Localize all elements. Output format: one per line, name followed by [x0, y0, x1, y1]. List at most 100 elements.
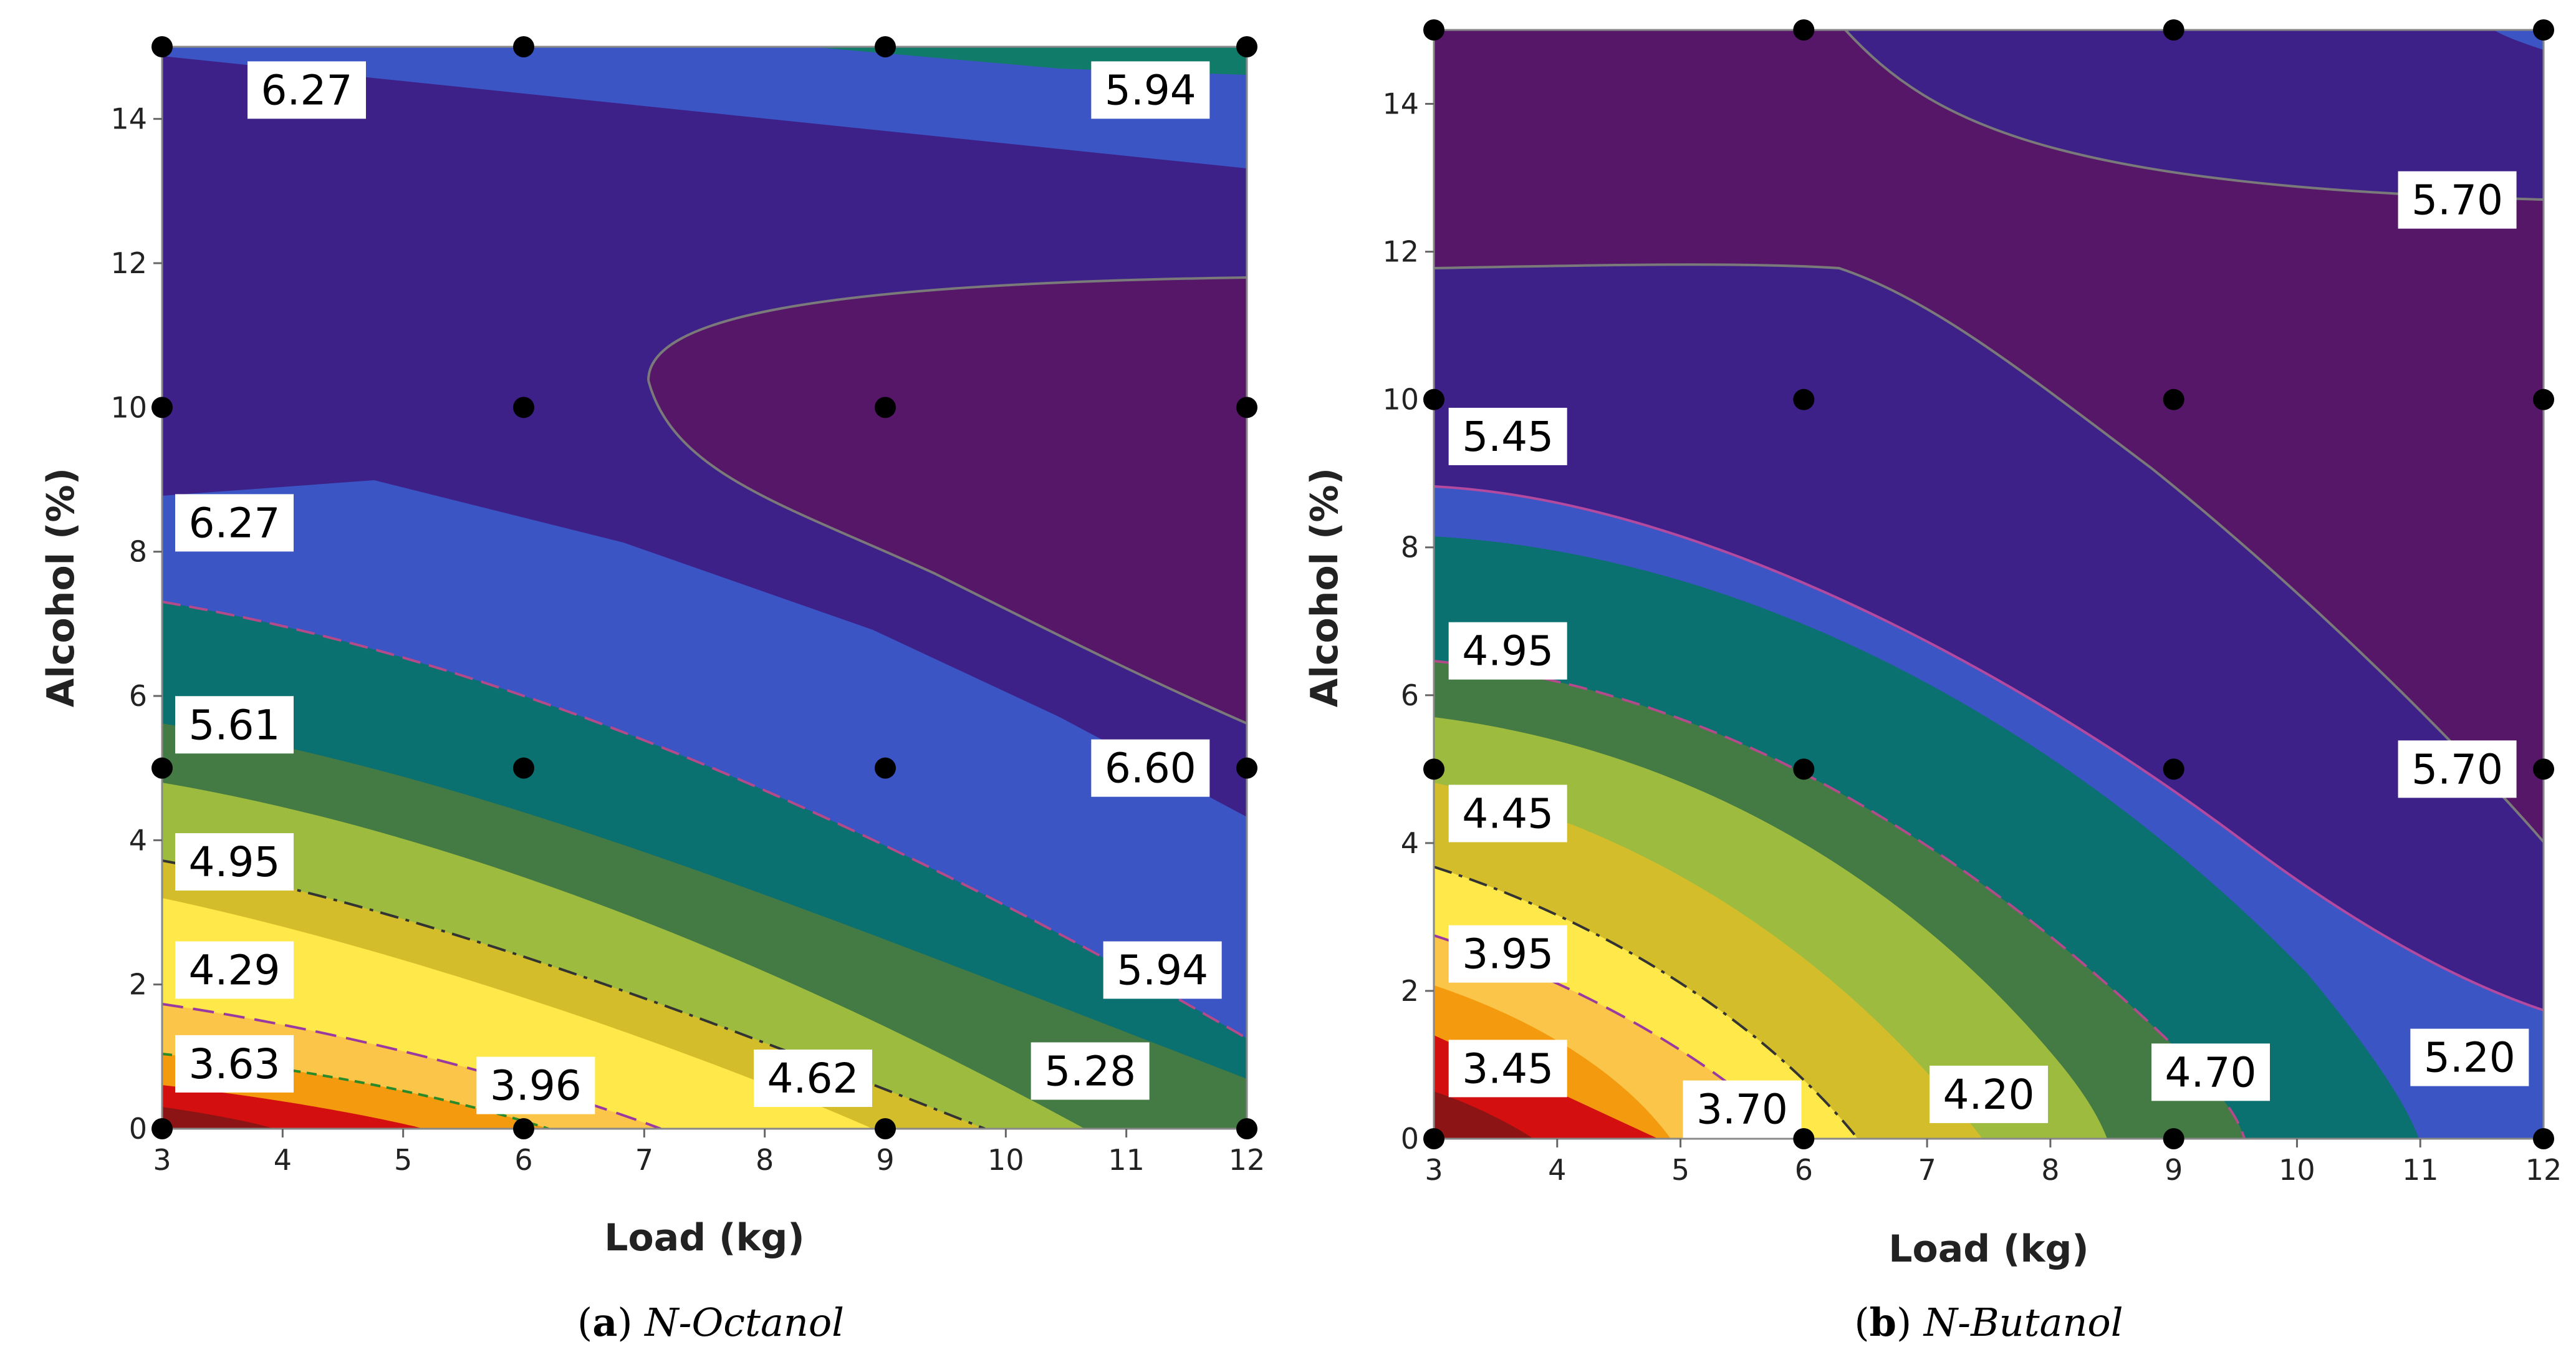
panel-a-contour-line — [162, 601, 1247, 1040]
panel-b-contour-fill — [1434, 30, 2544, 1139]
panel-a-contour-label-text: 4.29 — [189, 947, 281, 995]
panel-b-contour-label-box — [2398, 740, 2517, 798]
panel-b-contour-label-text: 5.20 — [2424, 1034, 2516, 1082]
panel-b-contour-label: 5.70 — [2398, 171, 2517, 229]
panel-b-contour-label-box — [1930, 1065, 2048, 1123]
panel-a-plot-frame — [161, 46, 1248, 1130]
panel-b-contour-labels: 5.70 5.45 4.95 5.70 4.45 3.95 5.20 3.45 4.70 4.20… — [1448, 171, 2529, 1138]
panel-a-design-point — [875, 1118, 896, 1139]
panel-b-contour-label-box — [1448, 785, 1567, 843]
panel-a-contour-label-text: 5.61 — [189, 701, 281, 749]
panel-b-y-tick-label: 12 — [1382, 235, 1419, 269]
panel-b-caption-letter: b — [1870, 1300, 1896, 1345]
panel-a-x-axis-title: Load (kg) — [604, 1216, 804, 1260]
panel-b-contour-label: 5.20 — [2410, 1028, 2529, 1086]
panel-b-contour-label: 3.95 — [1448, 925, 1567, 983]
panel-b-contour-label: 4.95 — [1448, 622, 1567, 680]
panel-a-design-point — [875, 757, 896, 779]
panel-a-contour-label: 6.60 — [1091, 739, 1210, 797]
panel-b-contour-label-text: 4.45 — [1462, 790, 1554, 838]
panel-b-contour-label-text: 5.70 — [2411, 745, 2503, 793]
panel-a-x-tick-label: 9 — [876, 1143, 894, 1177]
panel-a-contour-label-text: 6.60 — [1105, 745, 1196, 793]
panel-a-contour-label: 3.63 — [175, 1035, 294, 1093]
panel-b-caption: (b) N-Butanol — [1854, 1300, 2123, 1345]
panel-a-y-tick-label: 6 — [129, 679, 147, 713]
panel-a-design-point — [875, 397, 896, 418]
panel-a-design-points — [151, 36, 1257, 1139]
panel-a: 0 2 4 6 8 10 12 14 3 4 5 6 7 8 9 10 11 12 6.27 5.94 6.27 5.… — [39, 36, 1265, 1345]
panel-b-contour-label-box — [2410, 1028, 2529, 1086]
panel-a-contour-label-box — [248, 61, 366, 119]
panel-a-x-tick-label: 11 — [1108, 1143, 1145, 1177]
panel-a-caption-letter: a — [592, 1300, 617, 1345]
panel-a-design-point — [1236, 36, 1257, 57]
panel-b-contour-line — [1434, 263, 2544, 843]
panel-b-band-min — [1434, 1091, 1534, 1139]
panel-a-contour-label-box — [175, 696, 294, 754]
panel-a-caption: (a) N-Octanol — [577, 1300, 844, 1345]
panel-b-y-tick-label: 6 — [1401, 678, 1419, 712]
panel-b-x-tick-label: 5 — [1671, 1153, 1689, 1187]
panel-b-band-max-upper — [1434, 30, 2544, 842]
panel-a-design-point — [513, 36, 534, 57]
panel-a-y-tick-label: 0 — [129, 1112, 147, 1146]
panel-a-contour-label: 4.29 — [175, 941, 294, 999]
panel-a-y-tick-label: 14 — [110, 102, 147, 136]
panel-a-design-point — [1236, 1118, 1257, 1139]
panel-b-design-point — [2163, 389, 2184, 410]
panel-b-contour-label-box — [2398, 171, 2517, 229]
panel-b-design-point — [2163, 1128, 2184, 1149]
panel-b-contour-label-box — [1448, 622, 1567, 680]
panel-b-x-tick-label: 4 — [1548, 1153, 1566, 1187]
panel-b-y-tick-label: 8 — [1401, 531, 1419, 564]
panel-b-contour-label-text: 3.95 — [1462, 930, 1554, 978]
panel-a-contour-label-box — [476, 1056, 595, 1114]
panel-b-y-tick-label: 2 — [1401, 974, 1419, 1008]
panel-a-contour-label-text: 4.62 — [767, 1055, 859, 1103]
panel-a-x-tick-label: 4 — [274, 1143, 292, 1177]
panel-a-x-tick-label: 12 — [1229, 1143, 1266, 1177]
panel-b-plot-frame — [1433, 29, 2545, 1140]
panel-a-contour-label-text: 3.96 — [490, 1062, 582, 1110]
panel-a-x-tick-label: 3 — [153, 1143, 171, 1177]
panel-b-y-tick-label: 14 — [1382, 87, 1419, 121]
panel-b-design-point — [2533, 19, 2554, 41]
panel-b-contour-label-text: 4.20 — [1943, 1071, 2035, 1119]
panel-a-contour-labels: 6.27 5.94 6.27 5.61 6.60 4.95 4.29 5.94 3.63 3.96… — [175, 61, 1222, 1114]
panel-a-x-tick-label: 10 — [988, 1143, 1024, 1177]
panel-a-y-tick-label: 8 — [129, 535, 147, 569]
panel-b-contour-label-text: 3.70 — [1696, 1086, 1788, 1134]
panel-a-contour-label-text: 5.28 — [1044, 1047, 1136, 1095]
panel-b-design-point — [1423, 1128, 1444, 1149]
panel-a-design-point — [513, 397, 534, 418]
panel-a-design-point — [151, 397, 173, 418]
panel-a-band-max — [648, 278, 1247, 723]
panel-a-contour-label-text: 6.27 — [261, 66, 353, 114]
panel-a-contour-label-box — [175, 494, 294, 552]
panel-b-design-point — [1793, 389, 1815, 410]
panel-b-design-point — [1423, 758, 1444, 780]
panel-b-contour-label-text: 5.45 — [1462, 413, 1554, 461]
panel-a-contour-label: 4.62 — [754, 1050, 872, 1108]
panel-a-contour-line — [647, 276, 1247, 381]
panel-a-contour-fill — [162, 47, 1247, 1129]
panel-b-x-tick-label: 10 — [2279, 1153, 2315, 1187]
panel-a-y-tick-label: 10 — [110, 390, 147, 424]
panel-b-contour-label: 4.20 — [1930, 1065, 2048, 1123]
panel-b-x-tick-label: 6 — [1795, 1153, 1813, 1187]
panel-b-design-point — [2533, 1128, 2554, 1149]
panel-b-design-point — [1793, 758, 1815, 780]
panel-b-x-tick-label: 12 — [2526, 1153, 2562, 1187]
panel-b-design-point — [2533, 758, 2554, 780]
panel-a-contour-label-text: 5.94 — [1117, 947, 1208, 995]
panel-a-contour-label-box — [1091, 61, 1210, 119]
panel-a-contour-label-text: 3.63 — [189, 1040, 281, 1088]
panel-b-caption-name: N-Butanol — [1923, 1300, 2123, 1345]
panel-b-contour-line — [1434, 866, 1859, 1139]
panel-a-x-ticks: 3 4 5 6 7 8 9 10 11 12 — [153, 1129, 1265, 1177]
panel-b-contour-label: 4.45 — [1448, 785, 1567, 843]
panel-a-x-tick-label: 7 — [635, 1143, 653, 1177]
panel-a-contour-label-text: 5.94 — [1105, 66, 1196, 114]
